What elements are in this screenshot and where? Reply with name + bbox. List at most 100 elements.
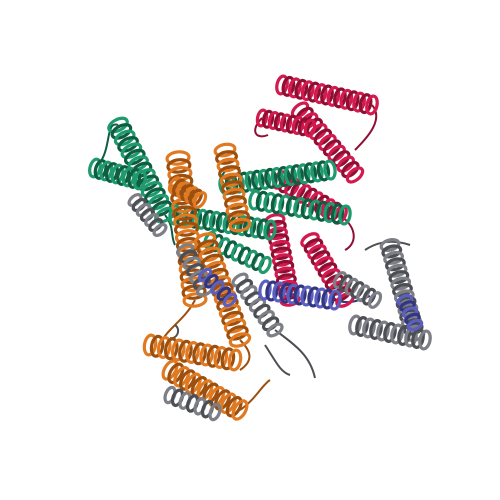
helix-turn: [107, 116, 129, 134]
helix-turn: [152, 223, 168, 237]
helix-turn: [161, 359, 179, 381]
helix-turn: [418, 329, 432, 351]
helix-turn: [272, 253, 293, 267]
helix-turn: [326, 85, 341, 107]
helix-turn: [231, 399, 249, 421]
helix-chain-gray-21: [231, 272, 284, 338]
helix-turn: [362, 317, 376, 339]
helix-turn: [297, 163, 311, 185]
helix-turn: [225, 202, 249, 218]
helix-turn: [110, 123, 133, 140]
helix-turn: [288, 77, 302, 99]
helix-turn: [256, 218, 270, 240]
helix-turn: [227, 210, 250, 225]
helix-turn: [221, 180, 244, 195]
helix-turn: [385, 257, 406, 272]
helix-turn: [221, 310, 244, 327]
helix-turn: [321, 288, 335, 310]
helix-turn: [320, 84, 334, 106]
helix-chain-teal-10: [248, 189, 352, 226]
helix-chain-blue-27: [197, 267, 238, 308]
helix-turn: [397, 325, 411, 346]
helix-turn: [406, 318, 424, 332]
helix-turn: [369, 319, 383, 340]
helix-turn: [270, 246, 292, 261]
helix-chain-red-4: [264, 213, 301, 307]
helix-turn: [258, 279, 272, 301]
helix-turn: [270, 193, 285, 215]
helix-turn: [215, 211, 230, 234]
helix-turn: [133, 169, 147, 191]
helix-turn: [314, 287, 328, 309]
helix-turn: [201, 253, 224, 270]
helix-chain-red-2: [255, 108, 317, 138]
helix-turn: [297, 117, 311, 137]
helix-turn: [140, 180, 163, 198]
helix-turn: [294, 78, 309, 100]
helix-turn: [285, 195, 300, 217]
helix-turn: [290, 164, 304, 186]
helix-turn: [338, 274, 353, 293]
helix-turn: [283, 165, 298, 187]
helix-turn: [192, 342, 207, 366]
helix-turn: [356, 284, 371, 303]
helix-turn: [285, 114, 299, 134]
helix-turn: [142, 333, 158, 357]
helix-turn: [215, 150, 238, 165]
helix-turn: [206, 344, 222, 368]
helix-turn: [242, 216, 257, 238]
helix-turn: [273, 112, 287, 132]
helix-turn: [310, 161, 324, 183]
helix-turn: [171, 338, 186, 362]
helix-turn: [113, 129, 136, 147]
helix-turn: [365, 94, 379, 116]
helix-turn: [244, 170, 259, 192]
helix-turn: [300, 198, 315, 220]
helix-turn: [178, 339, 193, 363]
helix-chain-orange-13: [213, 142, 252, 233]
helix-turn: [286, 283, 300, 305]
helix-turn: [318, 133, 337, 152]
helix-turn: [227, 348, 243, 372]
helix-turn: [381, 244, 403, 259]
helix-turn: [322, 139, 342, 157]
helix-turn: [345, 166, 365, 184]
helix-turn: [279, 113, 293, 133]
helix-turn: [193, 232, 217, 248]
helix-turn: [390, 323, 404, 345]
helix-turn: [265, 280, 279, 302]
helix-turn: [362, 287, 377, 306]
helix-turn: [379, 238, 401, 252]
helix-chain-gray-22: [163, 385, 222, 422]
loop-chain-red-1: [254, 117, 269, 138]
helix-turn: [202, 209, 216, 231]
helix-turn: [208, 210, 223, 232]
helix-turn: [272, 281, 286, 303]
helix-chain-red-0: [275, 74, 379, 116]
helix-turn: [323, 201, 337, 224]
helix-turn: [263, 219, 277, 241]
helix-turn: [317, 262, 338, 278]
helix-turn: [388, 270, 410, 285]
helix-turn: [225, 395, 243, 418]
helix-turn: [300, 232, 320, 248]
loop-chain-orange-7: [239, 339, 251, 371]
helix-chain-gray-24: [127, 193, 168, 237]
helix-turn: [255, 108, 269, 128]
helix-turn: [110, 163, 125, 185]
helix-turn: [165, 150, 191, 166]
helix-turn: [261, 109, 275, 129]
helix-turn: [308, 199, 322, 221]
helix-turn: [314, 256, 334, 272]
helix-turn: [303, 238, 324, 254]
helix-turn: [173, 221, 200, 237]
helix-turn: [222, 187, 246, 203]
helix-turn: [93, 159, 108, 180]
helix-turn: [172, 205, 198, 221]
helix-turn: [249, 217, 264, 239]
helix-turn: [251, 169, 265, 191]
helix-turn: [182, 292, 208, 308]
helix-turn: [188, 188, 203, 207]
helix-turn: [307, 286, 321, 308]
